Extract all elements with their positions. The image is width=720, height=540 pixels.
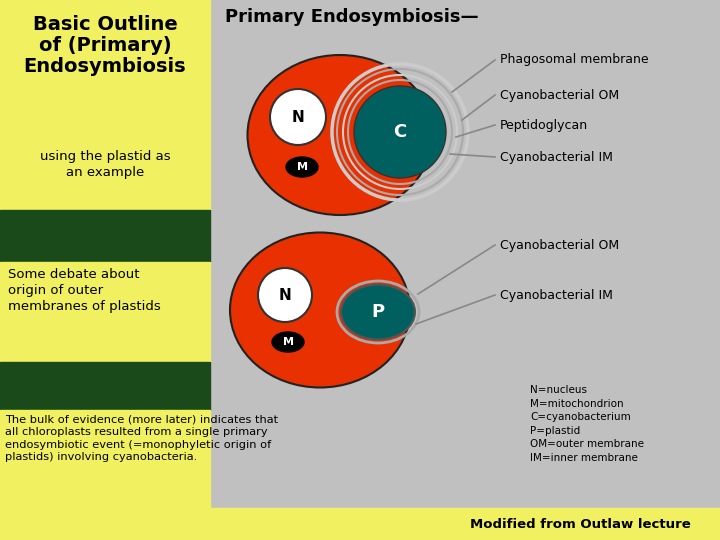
Text: N: N <box>279 287 292 302</box>
Text: Phagosomal membrane: Phagosomal membrane <box>500 53 649 66</box>
Ellipse shape <box>230 233 410 388</box>
Bar <box>210 508 720 540</box>
Text: Cyanobacterial IM: Cyanobacterial IM <box>500 151 613 164</box>
Bar <box>0 210 210 262</box>
Text: N=nucleus
M=mitochondrion
C=cyanobacterium
P=plastid
OM=outer membrane
IM=inner : N=nucleus M=mitochondrion C=cyanobacteri… <box>530 385 644 463</box>
Circle shape <box>354 86 446 178</box>
Bar <box>0 410 210 540</box>
Ellipse shape <box>286 157 318 177</box>
Text: Cyanobacterial IM: Cyanobacterial IM <box>500 288 613 301</box>
Circle shape <box>258 268 312 322</box>
Text: Basic Outline
of (Primary)
Endosymbiosis: Basic Outline of (Primary) Endosymbiosis <box>24 15 186 77</box>
Text: M: M <box>282 337 294 347</box>
Text: The bulk of evidence (more later) indicates that
all chloroplasts resulted from : The bulk of evidence (more later) indica… <box>5 415 278 462</box>
Text: P: P <box>372 303 384 321</box>
Text: Cyanobacterial OM: Cyanobacterial OM <box>500 239 619 252</box>
Ellipse shape <box>248 55 433 215</box>
Bar <box>0 0 210 210</box>
Bar <box>0 362 210 410</box>
Text: N: N <box>292 110 305 125</box>
Text: using the plastid as
an example: using the plastid as an example <box>40 150 171 179</box>
Circle shape <box>270 89 326 145</box>
Text: Cyanobacterial OM: Cyanobacterial OM <box>500 89 619 102</box>
Text: Primary Endosymbiosis—: Primary Endosymbiosis— <box>225 8 479 26</box>
Text: C: C <box>393 123 407 141</box>
Text: Some debate about
origin of outer
membranes of plastids: Some debate about origin of outer membra… <box>8 268 161 313</box>
Text: Modified from Outlaw lecture: Modified from Outlaw lecture <box>469 517 690 530</box>
Text: M: M <box>297 162 307 172</box>
Ellipse shape <box>272 332 304 352</box>
Text: Peptidoglycan: Peptidoglycan <box>500 118 588 132</box>
Ellipse shape <box>341 285 415 340</box>
Bar <box>0 262 210 362</box>
